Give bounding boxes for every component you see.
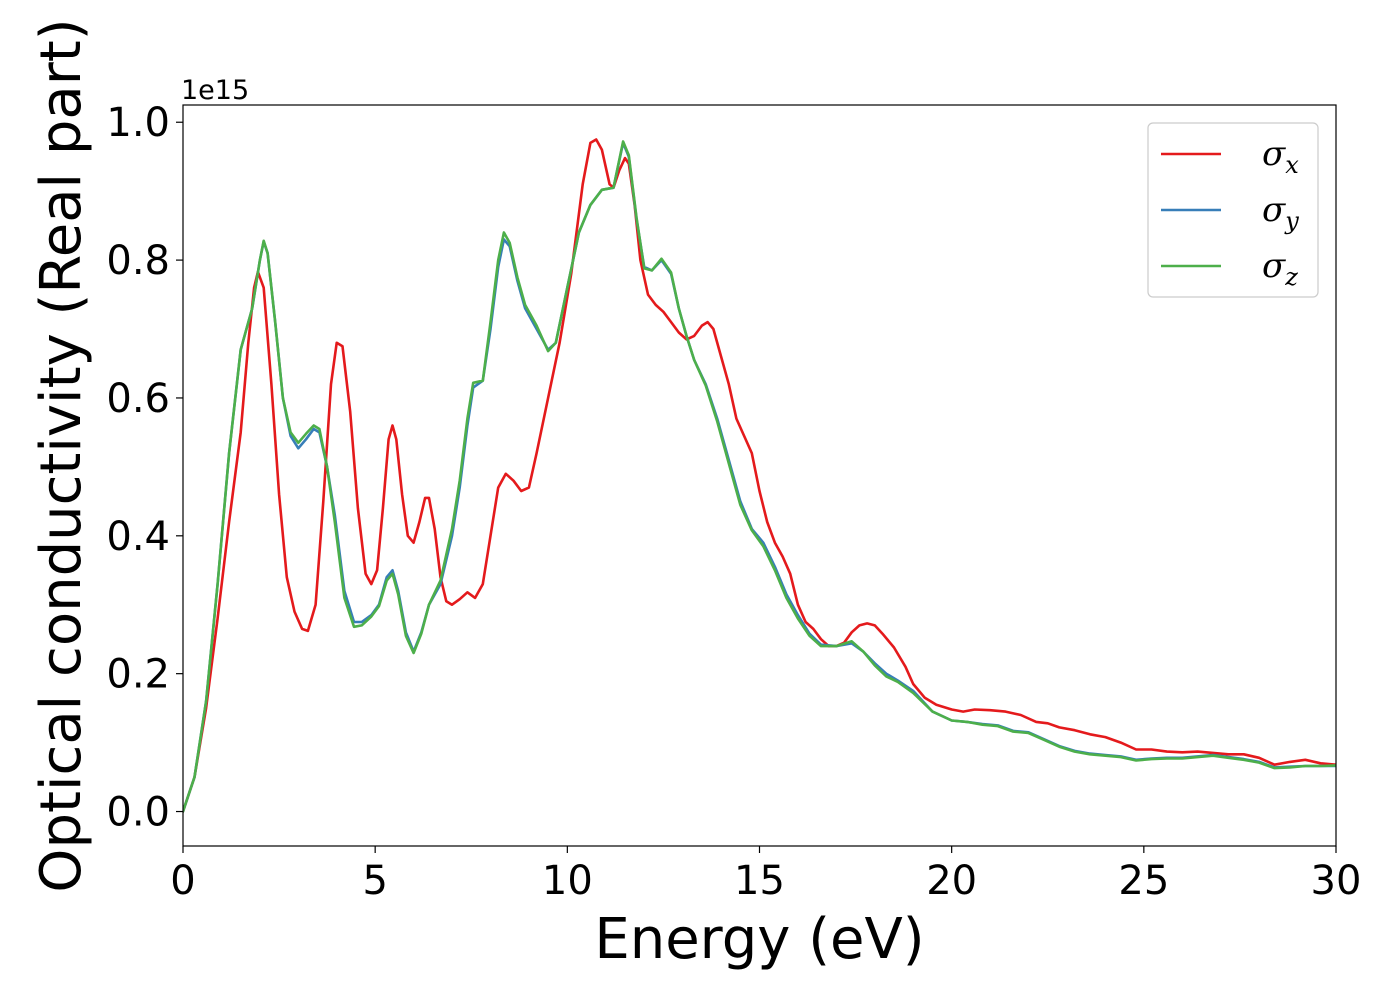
x-tick-label: 0 <box>170 858 195 904</box>
x-tick-label: 30 <box>1311 858 1362 904</box>
legend-label-y: σy <box>1262 190 1299 235</box>
y-axis-ticks: 0.0 0.2 0.4 0.6 0.8 1.0 <box>106 100 183 836</box>
series-line-z <box>183 140 1336 813</box>
x-tick-label: 20 <box>926 858 977 904</box>
legend-label-z: σz <box>1262 246 1298 291</box>
x-tick-label: 10 <box>542 858 593 904</box>
legend: σx σy σz <box>1147 122 1319 298</box>
y-tick-label: 0.6 <box>106 376 170 422</box>
y-tick-label: 0.2 <box>106 652 170 698</box>
y-axis-title: Optical conductivity (Real part) <box>29 18 94 892</box>
y-tick-label: 0.8 <box>106 238 170 284</box>
x-axis-ticks: 0 5 10 15 20 25 30 <box>170 846 1361 904</box>
series-line-x <box>183 138 1336 813</box>
x-tick-label: 15 <box>734 858 785 904</box>
series-layer <box>183 138 1336 813</box>
legend-label-x: σx <box>1262 134 1299 179</box>
x-axis-title: Energy (eV) <box>594 907 924 972</box>
y-tick-label: 1.0 <box>106 100 170 146</box>
legend-box <box>1147 122 1319 298</box>
x-tick-label: 25 <box>1118 858 1169 904</box>
y-tick-label: 0.4 <box>106 514 170 560</box>
x-tick-label: 5 <box>362 858 387 904</box>
y-axis-offset-label: 1e15 <box>181 75 249 106</box>
y-tick-label: 0.0 <box>106 790 170 836</box>
